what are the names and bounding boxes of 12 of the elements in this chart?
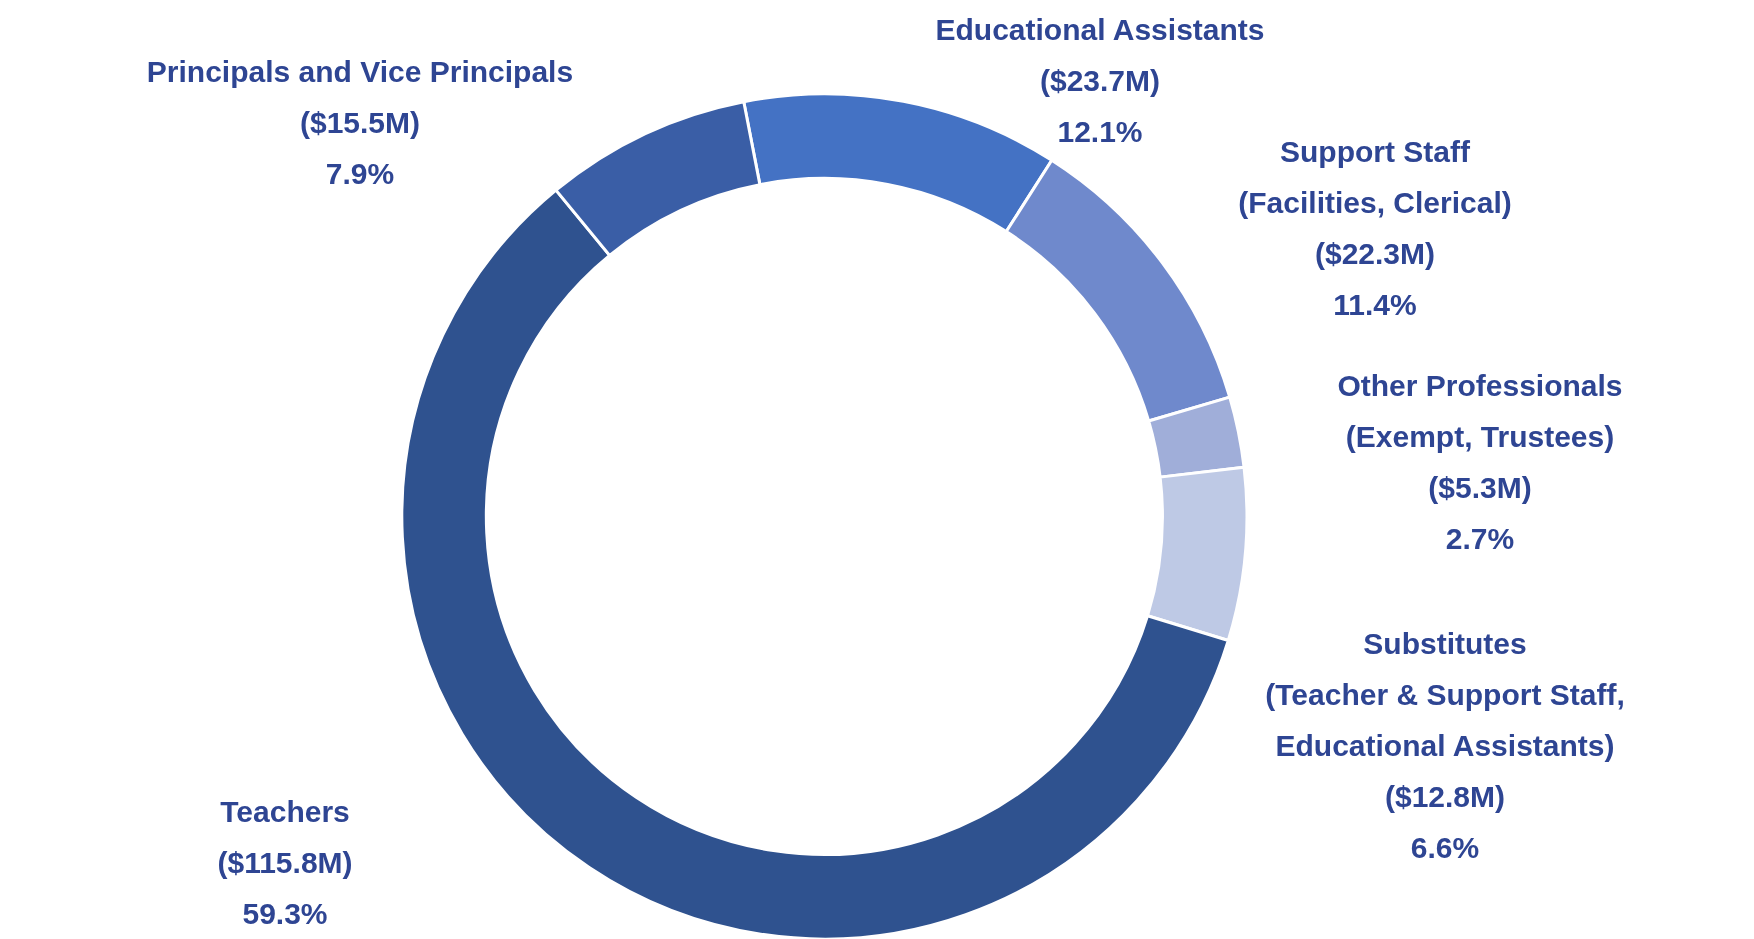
slice-label: Teachers [220,794,350,828]
slice-label: Support Staff (Facilities, Clerical) [1238,135,1512,219]
slice-label: Other Professionals (Exempt, Trustees) [1337,369,1623,453]
data-label: ($15.5M) 7.9% [299,105,421,190]
slice-label: Educational Assistants [935,12,1265,46]
slice-label: Substitutes (Teacher & Support Staff, Educational Assistants) [1265,626,1625,762]
data-label: ($12.8M) 6.6% [1384,779,1506,864]
data-label: ($23.7M) 12.1% [1039,63,1161,148]
data-label: ($115.8M) 59.3% [217,845,353,930]
data-label: ($22.3M) 11.4% [1314,237,1436,321]
data-label: ($5.3M) 2.7% [1428,471,1532,555]
slice-label: Principals and Vice Principals [146,54,574,88]
